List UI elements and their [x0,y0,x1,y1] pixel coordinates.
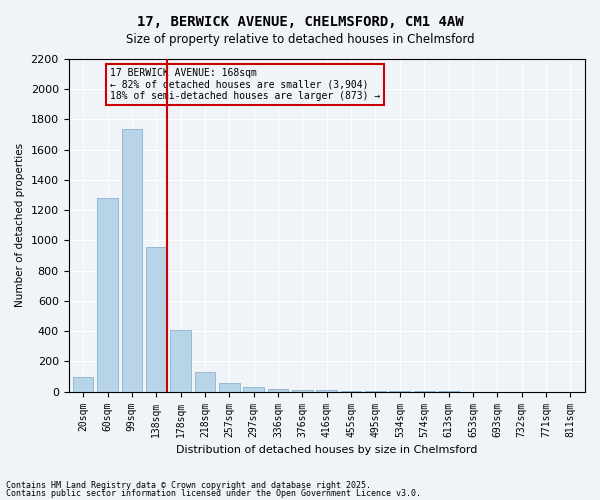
Bar [316,390,337,392]
Text: Size of property relative to detached houses in Chelmsford: Size of property relative to detached ho… [125,32,475,46]
Bar [292,390,313,392]
Text: Contains public sector information licensed under the Open Government Licence v3: Contains public sector information licen… [6,488,421,498]
Bar [341,391,361,392]
Bar [268,390,289,392]
Bar [365,391,386,392]
Bar [97,198,118,392]
Text: 17, BERWICK AVENUE, CHELMSFORD, CM1 4AW: 17, BERWICK AVENUE, CHELMSFORD, CM1 4AW [137,15,463,29]
Text: Contains HM Land Registry data © Crown copyright and database right 2025.: Contains HM Land Registry data © Crown c… [6,481,371,490]
Bar [194,372,215,392]
Bar [146,246,167,392]
Bar [122,128,142,392]
Bar [73,376,94,392]
Bar [170,330,191,392]
X-axis label: Distribution of detached houses by size in Chelmsford: Distribution of detached houses by size … [176,445,478,455]
Text: 17 BERWICK AVENUE: 168sqm
← 82% of detached houses are smaller (3,904)
18% of se: 17 BERWICK AVENUE: 168sqm ← 82% of detac… [110,68,380,101]
Y-axis label: Number of detached properties: Number of detached properties [15,144,25,308]
Bar [244,387,264,392]
Bar [219,384,239,392]
